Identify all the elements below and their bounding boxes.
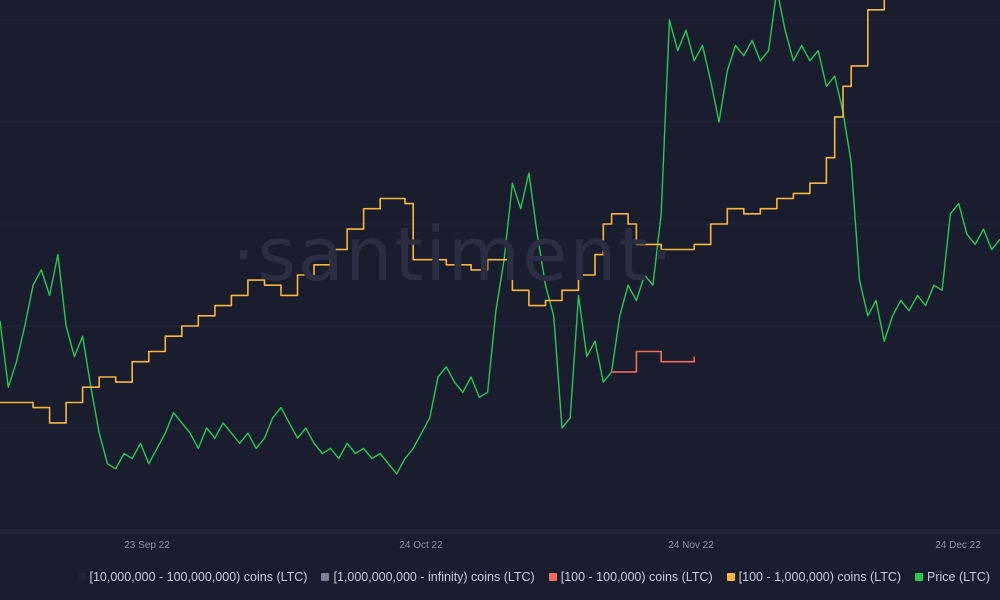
legend-item-100-1m[interactable]: [100 - 1,000,000) coins (LTC) (726, 570, 902, 584)
legend-swatch (77, 573, 86, 581)
legend-swatch (548, 573, 557, 581)
legend: [10,000,000 - 100,000,000) coins (LTC) [… (0, 566, 1000, 588)
legend-item-10m-100m[interactable]: [10,000,000 - 100,000,000) coins (LTC) (77, 570, 308, 584)
legend-item-1b-infinity[interactable]: [1,000,000,000 - infinity) coins (LTC) (321, 570, 535, 584)
x-tick-label: 24 Nov 22 (668, 540, 714, 551)
x-tick-label: 24 Dec 22 (935, 540, 981, 551)
legend-swatch (915, 573, 924, 581)
legend-item-price[interactable]: Price (LTC) (915, 570, 990, 584)
legend-label: [100 - 1,000,000) coins (LTC) (738, 570, 902, 584)
series-line-4 (0, 0, 1000, 475)
legend-label: Price (LTC) (927, 570, 990, 584)
legend-label: [10,000,000 - 100,000,000) coins (LTC) (89, 570, 308, 584)
legend-swatch (321, 573, 330, 581)
legend-swatch (726, 573, 735, 581)
legend-label: [1,000,000,000 - infinity) coins (LTC) (333, 570, 535, 584)
grid-lines (0, 19, 1000, 534)
chart-plot (0, 0, 1000, 534)
x-tick-label: 23 Sep 22 (124, 540, 170, 551)
series-line-3 (0, 0, 886, 424)
series-line-2 (611, 350, 695, 373)
legend-item-100-100k[interactable]: [100 - 100,000) coins (LTC) (548, 570, 713, 584)
legend-label: [100 - 100,000) coins (LTC) (560, 570, 713, 584)
x-tick-label: 24 Oct 22 (399, 540, 443, 551)
series-layer (0, 0, 1000, 475)
